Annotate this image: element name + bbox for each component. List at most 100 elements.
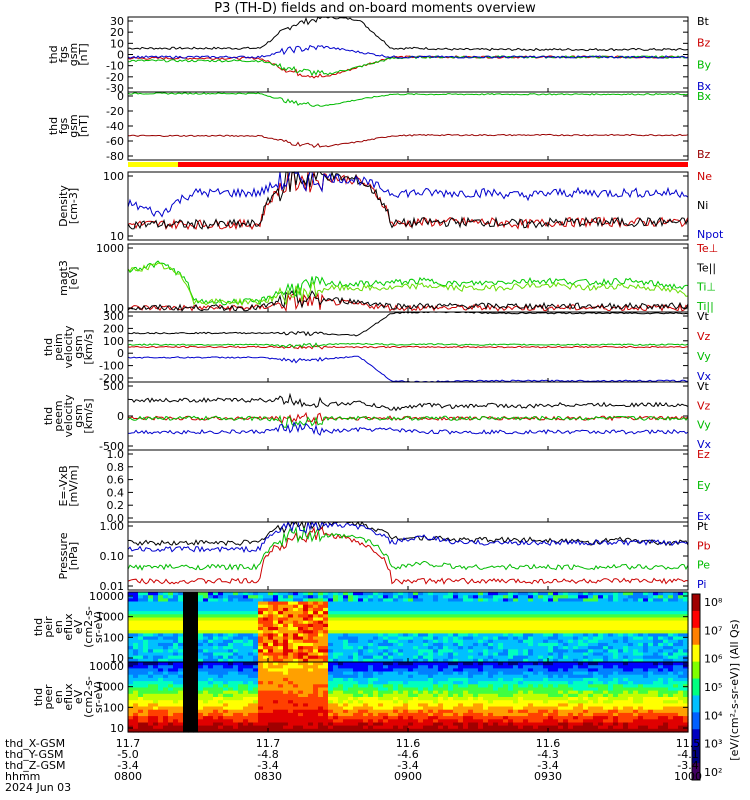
spectrogram-cell [238, 665, 244, 669]
spectrogram-cell [673, 601, 679, 606]
spectrogram-cell [603, 709, 609, 714]
spectrogram-cell [488, 700, 494, 704]
spectrogram-cell [473, 627, 479, 631]
spectrogram-cell [363, 725, 369, 730]
spectrogram-cell [528, 601, 534, 606]
spectrogram-cell [148, 690, 154, 695]
spectrogram-cell [133, 601, 139, 606]
spectrogram-cell [498, 598, 504, 603]
spectrogram-cell [618, 725, 624, 730]
spectrogram-cell [403, 687, 409, 692]
spectrogram-cell [258, 706, 264, 711]
spectrogram-cell [178, 665, 184, 669]
spectrogram-cell [453, 658, 459, 663]
spectrogram-cell [478, 630, 484, 634]
spectrogram-cell [648, 623, 654, 628]
spectrogram-cell [178, 709, 184, 714]
spectrogram-cell [528, 614, 534, 619]
spectrogram-cell [443, 598, 449, 603]
spectrogram-cell [678, 706, 684, 711]
spectrogram-cell [138, 728, 144, 733]
spectrogram-cell [248, 687, 254, 692]
spectrogram-cell [338, 706, 344, 711]
spectrogram-cell [203, 716, 209, 720]
spectrogram-cell [268, 677, 274, 682]
spectrogram-cell [128, 706, 134, 711]
spectrogram-cell [223, 716, 229, 720]
spectrogram-cell [168, 646, 174, 650]
spectrogram-cell [178, 604, 184, 609]
spectrogram-cell [683, 623, 689, 628]
spectrogram-cell [593, 725, 599, 730]
spectrogram-cell [333, 607, 339, 612]
spectrogram-cell [268, 722, 274, 727]
spectrogram-cell [368, 674, 374, 679]
spectrogram-cell [458, 706, 464, 711]
spectrogram-cell [268, 700, 274, 704]
spectrogram-cell [153, 728, 159, 733]
spectrogram-cell [658, 671, 664, 676]
spectrogram-cell [553, 706, 559, 711]
spectrogram-cell [598, 709, 604, 714]
spectrogram-cell [183, 671, 189, 676]
spectrogram-cell [358, 716, 364, 720]
spectrogram-cell [223, 728, 229, 733]
spectrogram-cell [388, 607, 394, 612]
spectrogram-cell [173, 611, 179, 615]
spectrogram-cell [518, 614, 524, 619]
spectrogram-cell [208, 620, 214, 625]
spectrogram-cell [293, 649, 299, 654]
spectrogram-cell [183, 630, 189, 634]
spectrogram-cell [473, 684, 479, 689]
spectrogram-cell [538, 697, 544, 701]
spectrogram-cell [193, 617, 199, 622]
spectrogram-cell [153, 719, 159, 724]
spectrogram-cell [198, 658, 204, 663]
spectrogram-cell [268, 725, 274, 730]
spectrogram-cell [208, 636, 214, 641]
spectrogram-cell [173, 674, 179, 679]
spectrogram-cell [528, 592, 534, 596]
spectrogram-cell [503, 722, 509, 727]
spectrogram-cell [603, 719, 609, 724]
spectrogram-cell [148, 674, 154, 679]
spectrogram-cell [188, 716, 194, 720]
spectrogram-cell [468, 630, 474, 634]
spectrogram-cell [218, 703, 224, 708]
spectrogram-cell [578, 595, 584, 599]
spectrogram-cell [178, 649, 184, 654]
spectrogram-cell [483, 646, 489, 650]
spectrogram-cell [678, 598, 684, 603]
spectrogram-cell [333, 639, 339, 644]
spectrogram-cell [408, 709, 414, 714]
spectrogram-cell [668, 658, 674, 663]
spectrogram-cell [283, 642, 289, 647]
spectrogram-cell [548, 646, 554, 650]
spectrogram-cell [223, 642, 229, 647]
spectrogram-cell [188, 601, 194, 606]
spectrogram-cell [598, 668, 604, 673]
spectrogram-cell [213, 614, 219, 619]
spectrogram-cell [408, 604, 414, 609]
spectrogram-cell [678, 662, 684, 666]
spectrogram-cell [208, 674, 214, 679]
spectrogram-cell [328, 662, 334, 666]
spectrogram-cell [343, 649, 349, 654]
spectrogram-cell [178, 671, 184, 676]
spectrogram-cell [138, 633, 144, 638]
spectrogram-cell [303, 677, 309, 682]
spectrogram-cell [333, 693, 339, 698]
spectrogram-cell [358, 592, 364, 596]
spectrogram-cell [548, 607, 554, 612]
spectrogram-cell [213, 681, 219, 685]
spectrogram-cell [653, 592, 659, 596]
spectrogram-cell [343, 722, 349, 727]
spectrogram-cell [353, 592, 359, 596]
spectrogram-cell [608, 677, 614, 682]
spectrogram-cell [253, 607, 259, 612]
spectrogram-cell [373, 642, 379, 647]
spectrogram-cell [683, 639, 689, 644]
spectrogram-cell [423, 716, 429, 720]
spectrogram-cell [578, 655, 584, 660]
spectrogram-cell [488, 617, 494, 622]
